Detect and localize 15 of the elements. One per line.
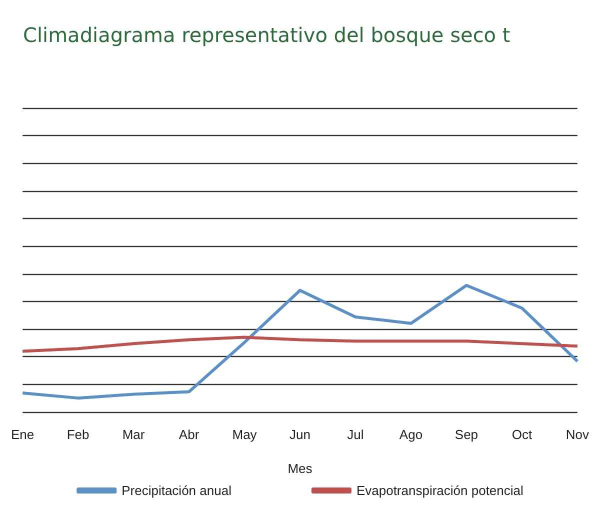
x-tick-label: Abr	[178, 427, 200, 442]
x-tick-label: May	[232, 427, 258, 442]
legend-label: Precipitación anual	[122, 483, 232, 498]
x-tick-label: Ene	[10, 427, 34, 442]
x-tick-label: Sep	[454, 427, 478, 442]
chart-title: Climadiagrama representativo del bosque seco t	[23, 23, 510, 47]
legend-label: Evapotranspiración potencial	[356, 483, 524, 498]
x-tick-label: Nov	[566, 427, 590, 442]
x-axis-title: Mes	[288, 461, 313, 476]
x-tick-label: Jun	[290, 427, 310, 442]
x-tick-label: Oct	[512, 427, 532, 442]
x-tick-label: Jul	[347, 427, 364, 442]
x-tick-label: Ago	[399, 427, 423, 442]
x-tick-label: Feb	[66, 427, 90, 442]
x-tick-label: Mar	[122, 427, 146, 442]
